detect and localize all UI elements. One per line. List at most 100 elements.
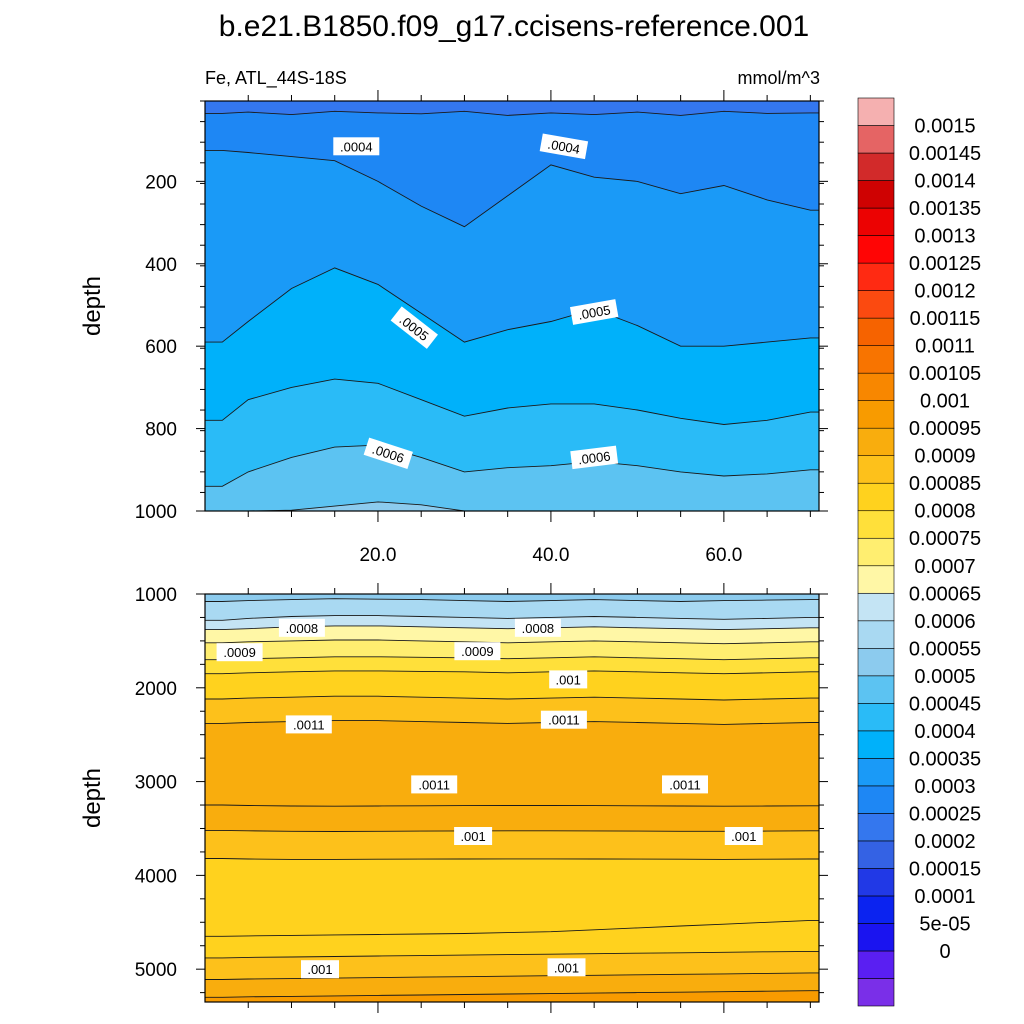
colorbar-swatch (857, 317, 895, 346)
lower-filled-contours (205, 594, 819, 1002)
y-tick-label: 1000 (135, 585, 177, 606)
colorbar-label: 0.00065 (909, 583, 981, 605)
svg-text:.0005: .0005 (577, 302, 612, 322)
y-tick-label: 3000 (135, 773, 177, 794)
colorbar-swatch (857, 785, 895, 814)
svg-text:.001: .001 (307, 962, 332, 977)
colorbar-label: 0.00115 (910, 308, 981, 330)
svg-text:.0009: .0009 (461, 644, 494, 659)
colorbar-swatch (857, 813, 895, 842)
contour-line (205, 149, 819, 228)
lower-contour-labels: .0008 .0008 .0009 .0009 .001 .0011 .0011 .0011.… (216, 618, 763, 979)
colorbar-swatch (857, 427, 895, 456)
contour-line (205, 950, 819, 959)
contour-label: .001 (549, 670, 588, 689)
contour-line (205, 919, 819, 937)
svg-text:.0011: .0011 (418, 777, 450, 792)
colorbar-label: 0.0013 (914, 226, 975, 248)
units-label: mmol/m^3 (738, 68, 820, 88)
colorbar-swatch (857, 565, 895, 594)
contour-line (205, 990, 819, 998)
contour-line (205, 598, 819, 602)
colorbar-swatch (857, 950, 895, 979)
y-tick-label: 200 (145, 172, 177, 193)
svg-text:.001: .001 (556, 672, 581, 687)
colorbar-swatch (857, 455, 895, 484)
colorbar-swatch (857, 647, 895, 677)
contour-line (205, 625, 819, 631)
colorbar-label: 0.0006 (914, 611, 975, 633)
colorbar-label: 0.00035 (909, 748, 981, 770)
upper-y-axis-label: depth (79, 276, 106, 336)
contour-label: .0008 (278, 618, 325, 637)
svg-text:.0011: .0011 (293, 717, 325, 732)
contour-line (205, 858, 819, 860)
colorbar-label: 0.00125 (909, 253, 981, 275)
upper-contour-labels: .0004.0004.0005.0005.0006.0006 (333, 133, 619, 470)
contour-label: .001 (724, 827, 763, 845)
colorbar-swatch (857, 152, 895, 181)
y-tick-label: 800 (145, 420, 177, 441)
colorbar-label: 0.0003 (914, 776, 975, 798)
colorbar-swatch (857, 840, 895, 869)
colorbar-label: 0.00135 (909, 198, 981, 220)
contour-label: .0011 (540, 710, 587, 729)
colorbar-swatch (857, 868, 895, 897)
x-tick-label: 40.0 (532, 545, 569, 566)
colorbar-label: 5e-05 (919, 914, 970, 936)
colorbar-label: 0.0004 (914, 721, 975, 743)
contour-label: .001 (454, 827, 493, 845)
colorbar-swatch (857, 923, 895, 952)
svg-text:.0004: .0004 (546, 137, 581, 157)
colorbar-swatch (857, 372, 895, 401)
colorbar-swatch (857, 592, 895, 622)
contour-label: .0011 (285, 715, 332, 734)
contour-line (205, 444, 819, 487)
colorbar-label: 0.0011 (915, 336, 975, 358)
lower-plot-frame (204, 593, 820, 1003)
colorbar-label: 0.00075 (909, 528, 981, 550)
colorbar-swatch (857, 703, 895, 732)
svg-text:.001: .001 (554, 960, 579, 975)
svg-text:.0008: .0008 (522, 621, 555, 636)
colorbar-label: 0.0007 (914, 556, 975, 578)
contour-label: .001 (301, 960, 339, 979)
svg-text:.001: .001 (731, 829, 756, 844)
contour-line (205, 615, 819, 621)
colorbar: 0.0015 0.00145 0.0014 0.00135 0.0013 0.00125 0… (857, 97, 981, 1007)
upper-axis-ticks: 200 400 600 800 1000 20.0 40.0 60.0 (135, 90, 828, 566)
contour-label: .0009 (216, 643, 263, 662)
y-tick-label: 600 (145, 337, 177, 358)
colorbar-label: 0.0009 (914, 446, 975, 468)
colorbar-label: 0.0001 (914, 886, 975, 908)
svg-text:.0004: .0004 (340, 139, 373, 154)
colorbar-swatch (857, 207, 895, 236)
colorbar-swatch (857, 125, 895, 154)
colorbar-swatch (857, 758, 895, 787)
colorbar-swatch (857, 895, 895, 924)
contour-line (205, 804, 819, 807)
colorbar-label: 0.00105 (909, 363, 981, 385)
contour-line (205, 656, 819, 661)
colorbar-label: 0.0002 (914, 831, 975, 853)
svg-text:.0011: .0011 (669, 777, 701, 792)
colorbar-swatch (857, 620, 895, 649)
contour-label: .0006 (570, 445, 619, 470)
colorbar-swatch (857, 400, 895, 429)
colorbar-swatch (857, 97, 895, 126)
y-tick-label: 5000 (135, 960, 177, 981)
lower-contour-lines (205, 598, 819, 998)
colorbar-swatch (857, 482, 895, 512)
y-tick-label: 400 (145, 255, 177, 276)
contour-line (205, 972, 819, 980)
contour-line (205, 695, 819, 701)
x-tick-label: 20.0 (359, 545, 396, 566)
svg-text:.0006: .0006 (577, 448, 611, 467)
contour-line (205, 378, 819, 425)
colorbar-swatch (857, 730, 895, 759)
colorbar-label: 0.0005 (914, 666, 975, 688)
contour-line (205, 639, 819, 645)
colorbar-swatch (857, 537, 895, 567)
upper-plot-frame (204, 100, 820, 512)
contour-label: .0011 (662, 775, 708, 794)
